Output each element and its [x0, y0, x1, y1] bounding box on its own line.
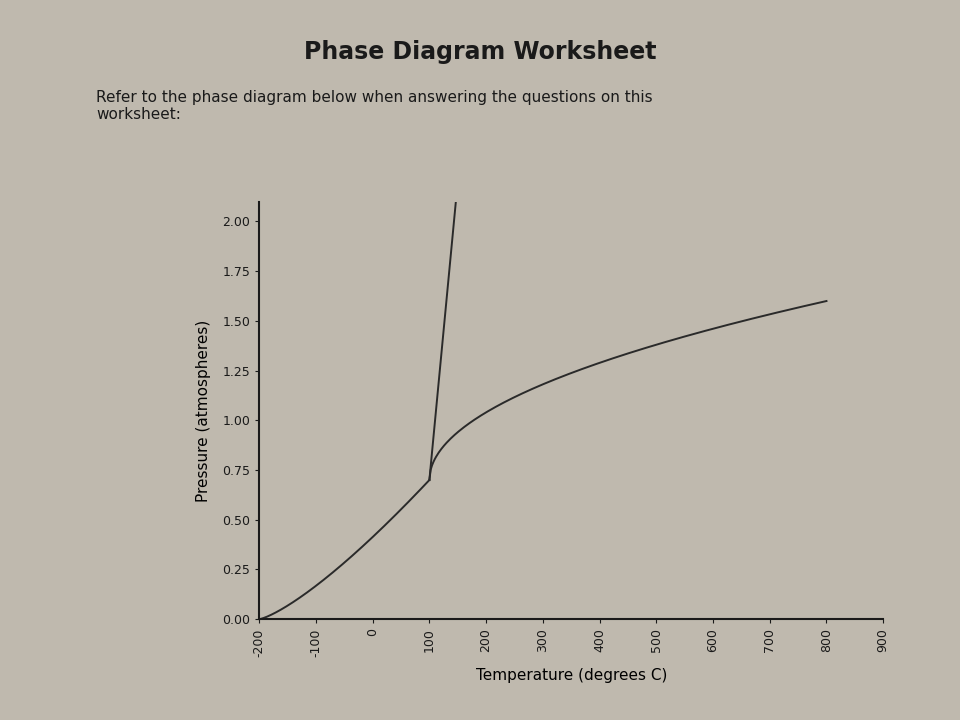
Text: Phase Diagram Worksheet: Phase Diagram Worksheet [303, 40, 657, 63]
X-axis label: Temperature (degrees C): Temperature (degrees C) [475, 667, 667, 683]
Text: Refer to the phase diagram below when answering the questions on this
worksheet:: Refer to the phase diagram below when an… [96, 90, 653, 122]
Y-axis label: Pressure (atmospheres): Pressure (atmospheres) [196, 319, 211, 502]
